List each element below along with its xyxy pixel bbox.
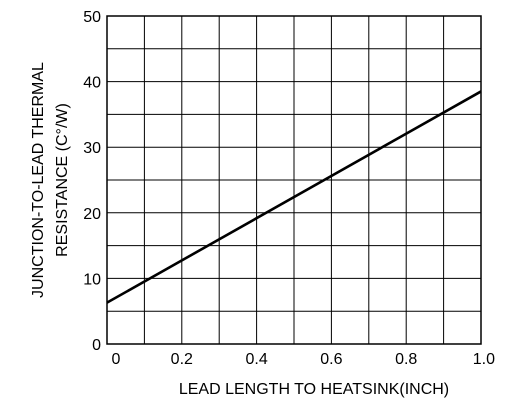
x-tick-label: 0.4 bbox=[245, 351, 267, 368]
y-axis-label-line-2: RESISTANCE (C°/W) bbox=[54, 103, 71, 257]
series-group bbox=[106, 90, 482, 304]
x-tick-label: 0.2 bbox=[171, 351, 193, 368]
y-tick-label: 30 bbox=[83, 140, 101, 157]
y-tick-label: 0 bbox=[92, 337, 101, 354]
y-tick-label: 40 bbox=[83, 75, 101, 92]
x-tick-label: 0.6 bbox=[320, 351, 342, 368]
x-tick-labels: 0 0.2 0.4 0.6 0.8 1.0 bbox=[112, 351, 496, 368]
y-tick-labels: 0 10 20 30 40 50 bbox=[83, 9, 101, 354]
x-axis-label: LEAD LENGTH TO HEATSINK(INCH) bbox=[179, 381, 449, 398]
y-tick-label: 20 bbox=[83, 206, 101, 223]
y-tick-label: 10 bbox=[83, 271, 101, 288]
series-line bbox=[106, 90, 482, 304]
grid-lines bbox=[107, 16, 481, 344]
x-tick-label: 0.8 bbox=[395, 351, 417, 368]
y-axis-label-line-1: JUNCTION-TO-LEAD THERMAL bbox=[30, 62, 47, 298]
x-tick-label: 0 bbox=[112, 351, 121, 368]
y-tick-label: 50 bbox=[83, 9, 101, 26]
x-tick-label: 1.0 bbox=[473, 351, 495, 368]
plot-frame bbox=[106, 15, 482, 345]
